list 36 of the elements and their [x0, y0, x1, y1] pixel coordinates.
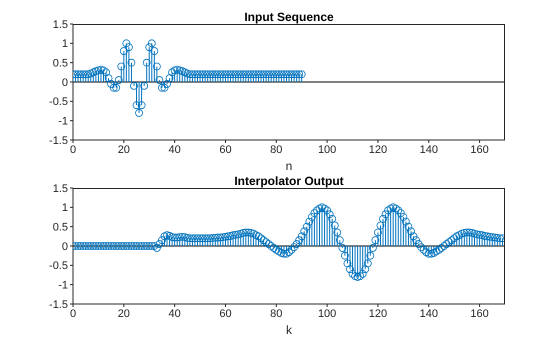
- x-tick-label: 160: [470, 144, 489, 156]
- y-tick-label: 1.5: [52, 182, 68, 195]
- x-tick-label: 0: [70, 308, 76, 320]
- x-tick-label: 20: [118, 144, 130, 156]
- x-tick-label: 120: [368, 144, 388, 156]
- x-tick-label: 140: [420, 308, 438, 320]
- y-tick-label: 0.5: [52, 58, 68, 70]
- x-tick-label: 80: [270, 308, 282, 320]
- x-tick-label: 160: [470, 308, 489, 320]
- x-tick-label: 80: [270, 144, 282, 156]
- chart-title: Input Sequence: [243, 10, 335, 24]
- x-tick-label: 60: [219, 308, 232, 320]
- y-tick-label: -1.5: [49, 298, 68, 311]
- x-tick-label: 100: [318, 144, 336, 156]
- x-axis-title: n: [286, 159, 292, 173]
- y-tick-label: 0: [62, 76, 68, 89]
- x-tick-label: 100: [318, 308, 336, 320]
- x-tick-label: 140: [420, 144, 438, 156]
- y-tick-label: 1.5: [52, 18, 68, 31]
- y-tick-label: -0.5: [49, 260, 68, 272]
- x-tick-label: 40: [168, 144, 181, 156]
- chart-title: Interpolator Output: [233, 174, 345, 188]
- x-tick-label: 20: [118, 308, 130, 320]
- y-tick-label: -1.5: [49, 134, 68, 147]
- y-tick-label: 0: [62, 240, 68, 253]
- x-tick-label: 120: [368, 308, 388, 320]
- x-tick-label: 40: [168, 308, 181, 320]
- y-tick-label: 0.5: [52, 222, 68, 234]
- y-tick-label: -1: [58, 116, 68, 128]
- y-tick-label: -0.5: [49, 96, 68, 108]
- x-tick-label: 60: [219, 144, 232, 156]
- x-axis-title: k: [286, 323, 293, 337]
- y-tick-label: 1: [62, 202, 68, 214]
- y-tick-label: 1: [62, 38, 68, 50]
- y-tick-label: -1: [58, 280, 68, 292]
- x-tick-label: 0: [70, 144, 76, 156]
